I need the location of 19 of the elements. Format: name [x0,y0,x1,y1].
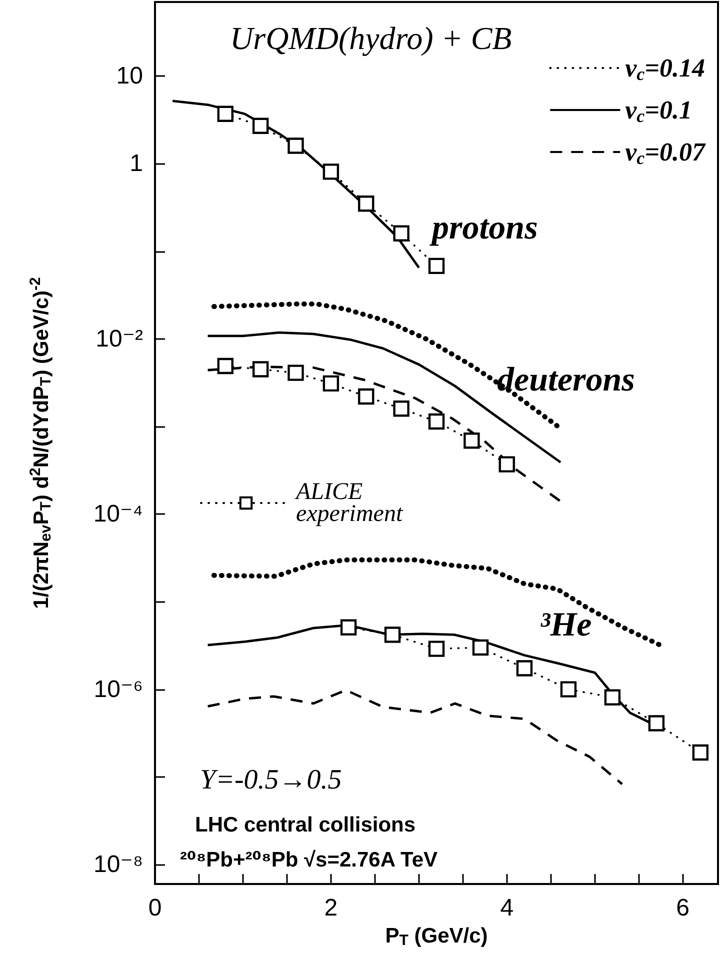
y-tick-label: 10⁻⁴ [93,500,143,528]
y-tick-label: 10⁻⁶ [94,676,143,703]
x-tick-label: 2 [324,894,338,922]
annotation: deuterons [497,362,635,398]
x-tick-label: 4 [500,894,514,922]
y-tick-label: 10 [116,62,143,90]
annotation: ²⁰⁸Pb+²⁰⁸Pb √s=2.76A TeV [180,848,438,872]
x-tick-label: 6 [676,894,690,922]
y-tick-label: 1 [130,150,143,178]
annotation: LHC central collisions [195,814,416,836]
y-tick-label: 10⁻⁸ [94,851,143,878]
text: UrQMD(hydro) + CB [230,20,512,56]
annotation: protons [429,210,538,246]
annotation: ³He [540,606,592,644]
annotation: Y=-0.5→0.5 [200,764,342,796]
text: 1/(2πNevPT) d2N/(dYdPT) (GeV/c)-2 [27,277,54,609]
x-tick-label: 0 [148,894,162,922]
y-tick-label: 10⁻² [96,325,144,352]
legend-label: ALICE experiment [294,479,404,527]
